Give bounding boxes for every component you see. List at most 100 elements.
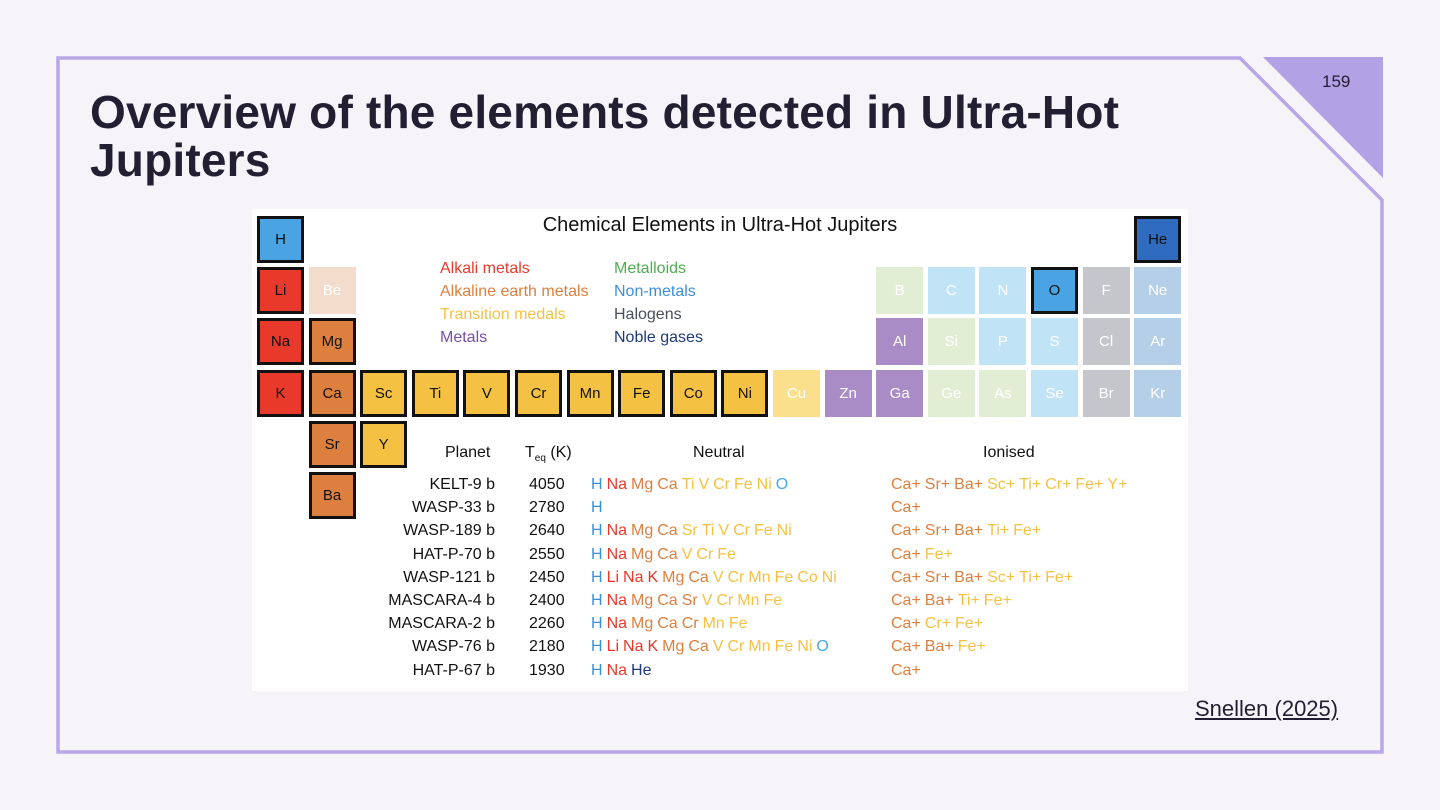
species-token: Ca+ (891, 522, 921, 540)
element-cell-na: Na (257, 318, 304, 366)
planet-name: WASP-189 b (403, 522, 495, 540)
legend-item: Noble gases (614, 329, 703, 346)
legend-item: Alkali metals (440, 260, 530, 277)
species-token: Ca (657, 522, 678, 540)
ionised-species: Ca+ Ba+ Fe+ (891, 635, 990, 658)
element-cell-cu: Cu (773, 369, 820, 417)
neutral-species: H Li Na K Mg Ca V Cr Mn Fe Ni O (591, 635, 833, 658)
species-token: Fe+ (957, 638, 986, 656)
species-token: Ca+ (891, 476, 921, 493)
element-cell-he: He (1134, 216, 1182, 263)
element-cell-br: Br (1082, 369, 1130, 417)
species-token: Mg (631, 615, 654, 633)
element-cell-ge: Ge (927, 369, 975, 417)
element-cell-sc: Sc (360, 369, 408, 417)
species-token: O (816, 638, 829, 656)
neutral-species: H Li Na K Mg Ca V Cr Mn Fe Co Ni (591, 566, 841, 589)
ionised-species: Ca+ Ba+ Ti+ Fe+ (891, 589, 1016, 612)
element-cell-cl: Cl (1082, 318, 1130, 366)
slide-title: Overview of the elements detected in Ult… (90, 88, 1119, 184)
species-token: Co (797, 568, 818, 586)
teq-value: 2260 (529, 615, 565, 633)
ionised-species: Ca+ Sr+ Ba+ Sc+ Ti+ Fe+ (891, 566, 1077, 589)
header-neutral: Neutral (693, 444, 745, 461)
teq-value: 1930 (529, 661, 565, 679)
species-token: Sr+ (924, 476, 951, 493)
element-cell-sr: Sr (308, 420, 356, 468)
title-line-2: Jupiters (90, 134, 271, 186)
species-token: Mn (737, 592, 760, 609)
teq-value: 2450 (529, 568, 565, 586)
element-cell-n: N (979, 267, 1027, 315)
planet-name: WASP-33 b (412, 499, 495, 517)
species-token: Cr+ (924, 615, 952, 633)
species-token: Ca (657, 615, 678, 633)
species-token: V (712, 638, 724, 656)
element-cell-ga: Ga (876, 369, 924, 417)
neutral-species: H Na Mg Ca V Cr Fe (591, 543, 740, 566)
species-token: H (591, 568, 603, 586)
species-token: V (701, 592, 713, 609)
teq-value: 2780 (529, 499, 565, 517)
species-token: Mg (631, 545, 654, 563)
element-cell-li: Li (257, 267, 304, 315)
species-token: H (591, 522, 603, 540)
neutral-species: H Na Mg Ca Sr V Cr Mn Fe (591, 589, 786, 612)
species-token: Fe+ (983, 592, 1012, 609)
species-token: Mn (702, 615, 725, 633)
species-token: Ti+ (987, 522, 1010, 540)
header-teq: Teq (K) (525, 444, 572, 465)
element-cell-p: P (979, 318, 1027, 366)
species-token: V (698, 476, 710, 493)
species-token: Ca (688, 568, 709, 586)
planet-name: HAT-P-70 b (412, 545, 495, 563)
species-token: Ni (756, 476, 772, 493)
species-token: H (591, 638, 603, 656)
species-token: Ba+ (924, 638, 954, 656)
species-token: Sr+ (924, 568, 951, 586)
teq-value: 2400 (529, 592, 565, 609)
planet-name: WASP-76 b (412, 638, 495, 656)
ionised-species: Ca+ Sr+ Ba+ Ti+ Fe+ (891, 519, 1045, 542)
species-token: Ti+ (1019, 476, 1042, 493)
teq-value: 4050 (529, 476, 565, 493)
citation-link[interactable]: Snellen (2025) (1195, 696, 1339, 721)
species-token: Sr (681, 522, 698, 540)
species-token: Ca+ (891, 661, 921, 679)
ionised-species: Ca+ (891, 496, 925, 519)
species-token: Fe+ (1013, 522, 1042, 540)
species-token: Mg (631, 522, 654, 540)
species-token: Ni (821, 568, 837, 586)
element-cell-al: Al (876, 318, 924, 366)
element-cell-as: As (979, 369, 1027, 417)
species-token: Fe (734, 476, 753, 493)
element-cell-mg: Mg (308, 318, 356, 366)
species-token: Fe (728, 615, 748, 633)
species-token: Na (606, 476, 628, 493)
neutral-species: H Na Mg Ca Cr Mn Fe (591, 612, 752, 635)
species-token: Fe (717, 545, 736, 563)
species-token: Ba+ (954, 522, 984, 540)
planet-name: KELT-9 b (429, 476, 495, 493)
species-token: Na (606, 522, 628, 540)
element-cell-se: Se (1031, 369, 1078, 417)
neutral-species: H Na Mg Ca Ti V Cr Fe Ni O (591, 473, 792, 496)
element-cell-k: K (257, 369, 304, 417)
ionised-species: Ca+ (891, 659, 925, 682)
species-token: Ca (657, 545, 678, 563)
legend-item: Metals (440, 329, 488, 346)
element-cell-ni: Ni (721, 369, 769, 417)
species-token: Fe (774, 638, 794, 656)
species-token: Ti (701, 522, 715, 540)
element-cell-ne: Ne (1134, 267, 1182, 315)
element-cell-si: Si (927, 318, 975, 366)
species-token: Ca+ (891, 499, 921, 517)
element-cell-zn: Zn (824, 369, 872, 417)
legend-item: Alkaline earth metals (440, 283, 589, 300)
species-token: H (591, 661, 603, 679)
planet-name: HAT-P-67 b (412, 661, 495, 679)
species-token: Ti (681, 476, 695, 493)
neutral-species: H (591, 496, 607, 519)
species-token: Na (623, 638, 644, 656)
species-token: Y+ (1107, 476, 1128, 493)
